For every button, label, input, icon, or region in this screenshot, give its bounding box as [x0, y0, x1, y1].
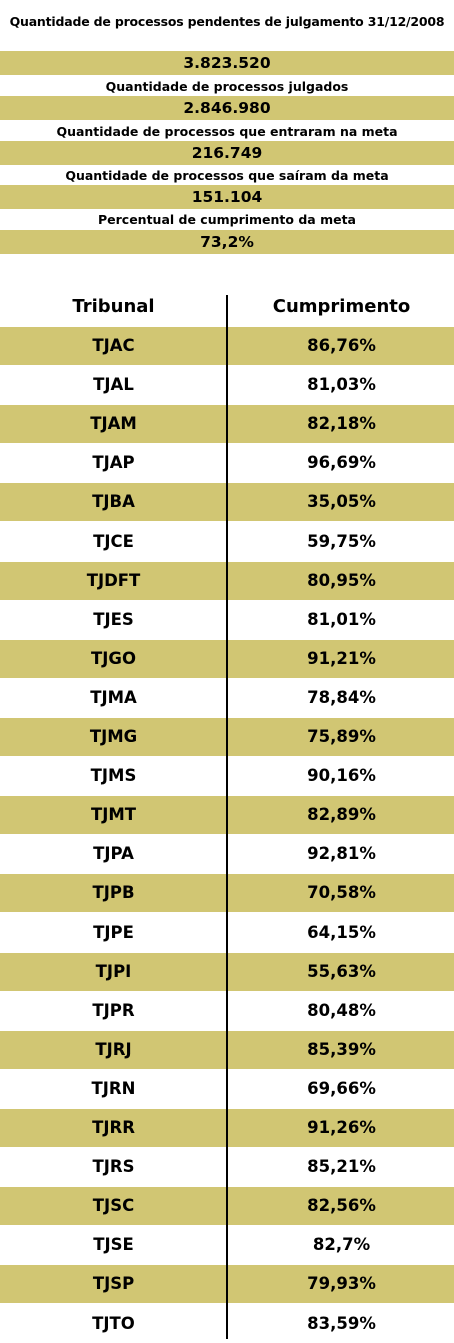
summary-value-left-goal: 151.104 [0, 185, 454, 209]
cell-tribunal: TJBA [92, 492, 135, 512]
cell-tribunal: TJMT [90, 805, 137, 825]
header-cumprimento: Cumprimento [272, 296, 411, 317]
column-divider [226, 295, 228, 1339]
cell-cumprimento: 78,84% [307, 687, 376, 707]
summary-value-pending: 3.823.520 [0, 51, 454, 75]
cell-cumprimento: 82,7% [312, 1235, 371, 1255]
cell-tribunal: TJDFT [86, 570, 141, 590]
cell-cumprimento: 91,21% [307, 648, 376, 668]
table-row: TJAL 81,03% [0, 366, 454, 404]
cell-tribunal: TJTO [92, 1313, 135, 1333]
summary-label-judged: Quantidade de processos julgados [105, 79, 349, 94]
cell-tribunal: TJPR [92, 1000, 135, 1020]
table-row: TJES 81,01% [0, 601, 454, 639]
summary-value-entered-goal: 216.749 [0, 141, 454, 165]
cell-tribunal: TJCE [93, 531, 134, 551]
table-header: Tribunal Cumprimento [0, 292, 454, 324]
cell-cumprimento: 90,16% [307, 766, 376, 786]
cell-cumprimento: 55,63% [307, 961, 376, 981]
cell-tribunal: TJAC [92, 336, 135, 355]
cell-tribunal: TJAP [92, 453, 135, 473]
cell-tribunal: TJMA [90, 687, 137, 707]
cell-tribunal: TJRN [91, 1078, 136, 1098]
cell-tribunal: TJGO [91, 648, 136, 668]
cell-cumprimento: 69,66% [307, 1078, 376, 1098]
cell-cumprimento: 96,69% [307, 453, 376, 473]
cell-cumprimento: 82,56% [307, 1196, 376, 1216]
cell-tribunal: TJPB [92, 883, 135, 903]
summary-label-left-goal: Quantidade de processos que saíram da me… [65, 168, 389, 183]
table-row: TJPA 92,81% [0, 835, 454, 873]
table-row: TJPR 80,48% [0, 992, 454, 1030]
cell-cumprimento: 79,93% [307, 1274, 376, 1294]
table-row: TJTO 83,59% [0, 1305, 454, 1343]
cell-cumprimento: 92,81% [307, 844, 376, 864]
cell-cumprimento: 91,26% [307, 1118, 376, 1137]
summary-value-judged: 2.846.980 [0, 96, 454, 120]
cell-tribunal: TJRR [92, 1118, 135, 1137]
summary-label-entered-goal: Quantidade de processos que entraram na … [56, 124, 398, 139]
cell-cumprimento: 85,21% [307, 1157, 376, 1177]
cell-cumprimento: 80,95% [307, 570, 376, 590]
cell-tribunal: TJPI [95, 961, 132, 981]
table-row: TJAP 96,69% [0, 444, 454, 482]
table-row: TJRN 69,66% [0, 1070, 454, 1108]
cell-tribunal: TJSE [93, 1235, 134, 1255]
cell-cumprimento: 70,58% [307, 883, 376, 903]
cell-cumprimento: 82,18% [307, 414, 376, 434]
cell-cumprimento: 86,76% [307, 336, 376, 355]
cell-tribunal: TJSP [92, 1274, 135, 1294]
header-tribunal: Tribunal [72, 296, 155, 317]
cell-tribunal: TJMS [90, 766, 137, 786]
table-row: TJCE 59,75% [0, 523, 454, 561]
cell-cumprimento: 35,05% [307, 492, 376, 512]
summary-label-percent: Percentual de cumprimento da meta [97, 212, 356, 227]
table-row: TJPE 64,15% [0, 914, 454, 952]
table-row: TJMA 78,84% [0, 679, 454, 717]
page-title: Quantidade de processos pendentes de jul… [9, 14, 445, 29]
cell-tribunal: TJAL [93, 375, 134, 395]
cell-cumprimento: 59,75% [307, 531, 376, 551]
table-row: TJSE 82,7% [0, 1226, 454, 1264]
cell-cumprimento: 75,89% [307, 727, 376, 746]
cell-cumprimento: 82,89% [307, 805, 376, 825]
table-row: TJRS 85,21% [0, 1148, 454, 1186]
cell-cumprimento: 81,01% [307, 609, 376, 629]
cell-cumprimento: 80,48% [307, 1000, 376, 1020]
cell-tribunal: TJPA [93, 844, 134, 864]
cell-cumprimento: 85,39% [307, 1039, 376, 1059]
cell-cumprimento: 64,15% [307, 922, 376, 942]
summary-value-percent: 73,2% [0, 230, 454, 254]
cell-tribunal: TJPE [93, 922, 134, 942]
cell-tribunal: TJES [93, 609, 134, 629]
cell-tribunal: TJRJ [95, 1039, 132, 1059]
cell-tribunal: TJAM [90, 414, 137, 434]
cell-tribunal: TJRS [92, 1157, 135, 1177]
cell-tribunal: TJSC [92, 1196, 135, 1216]
cell-cumprimento: 83,59% [307, 1313, 376, 1333]
cell-tribunal: TJMG [89, 727, 138, 746]
table-row: TJMS 90,16% [0, 757, 454, 795]
cell-cumprimento: 81,03% [307, 375, 376, 395]
